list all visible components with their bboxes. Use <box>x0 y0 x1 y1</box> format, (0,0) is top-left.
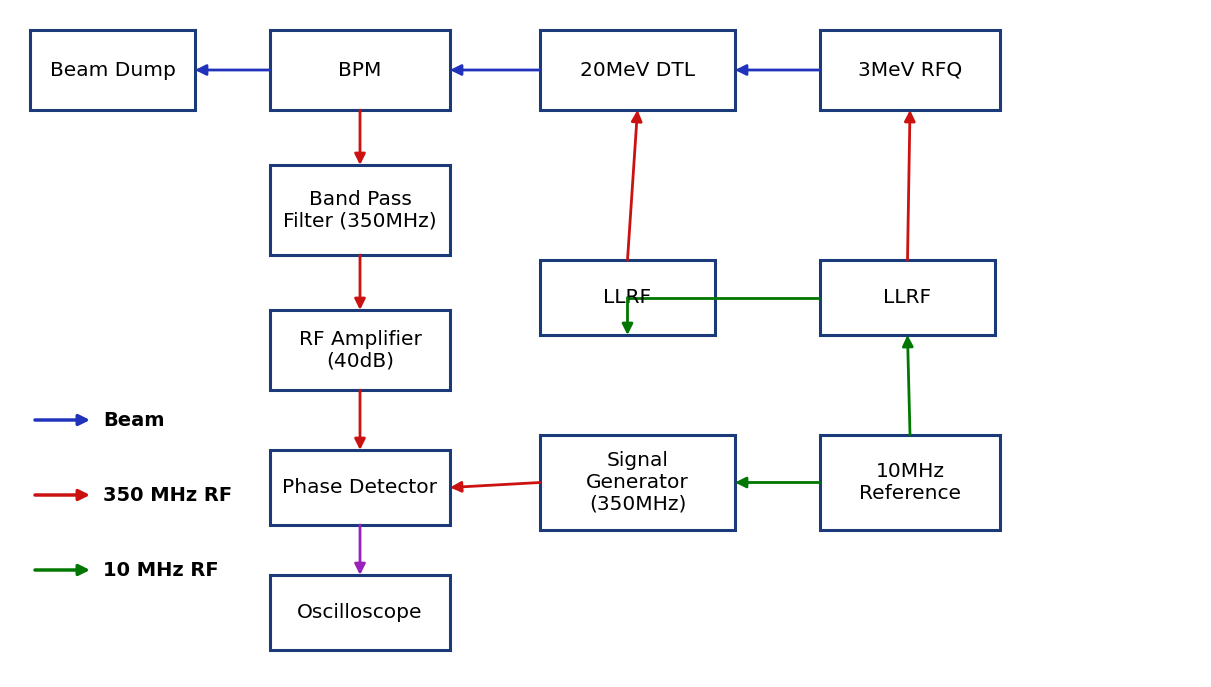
Bar <box>270 450 450 525</box>
Bar <box>540 260 714 335</box>
Bar <box>540 30 735 110</box>
Bar <box>30 30 195 110</box>
Bar <box>820 30 1000 110</box>
Text: Phase Detector: Phase Detector <box>282 478 437 497</box>
Text: Beam Dump: Beam Dump <box>50 60 176 80</box>
Bar <box>270 30 450 110</box>
Text: 350 MHz RF: 350 MHz RF <box>103 486 233 504</box>
Text: Band Pass
Filter (350MHz): Band Pass Filter (350MHz) <box>283 190 437 231</box>
Bar <box>540 435 735 530</box>
Text: 20MeV DTL: 20MeV DTL <box>580 60 695 80</box>
Text: LLRF: LLRF <box>603 288 652 307</box>
Bar <box>820 260 995 335</box>
Text: 3MeV RFQ: 3MeV RFQ <box>857 60 962 80</box>
Text: BPM: BPM <box>338 60 381 80</box>
Bar <box>270 575 450 650</box>
Text: 10MHz
Reference: 10MHz Reference <box>859 462 962 503</box>
Text: 10 MHz RF: 10 MHz RF <box>103 561 219 580</box>
Text: Oscilloscope: Oscilloscope <box>297 603 423 622</box>
Text: Beam: Beam <box>103 411 165 429</box>
Bar <box>270 165 450 255</box>
Text: RF Amplifier
(40dB): RF Amplifier (40dB) <box>299 330 421 370</box>
Text: Signal
Generator
(350MHz): Signal Generator (350MHz) <box>586 451 689 514</box>
Text: LLRF: LLRF <box>884 288 931 307</box>
Bar <box>270 310 450 390</box>
Bar <box>820 435 1000 530</box>
